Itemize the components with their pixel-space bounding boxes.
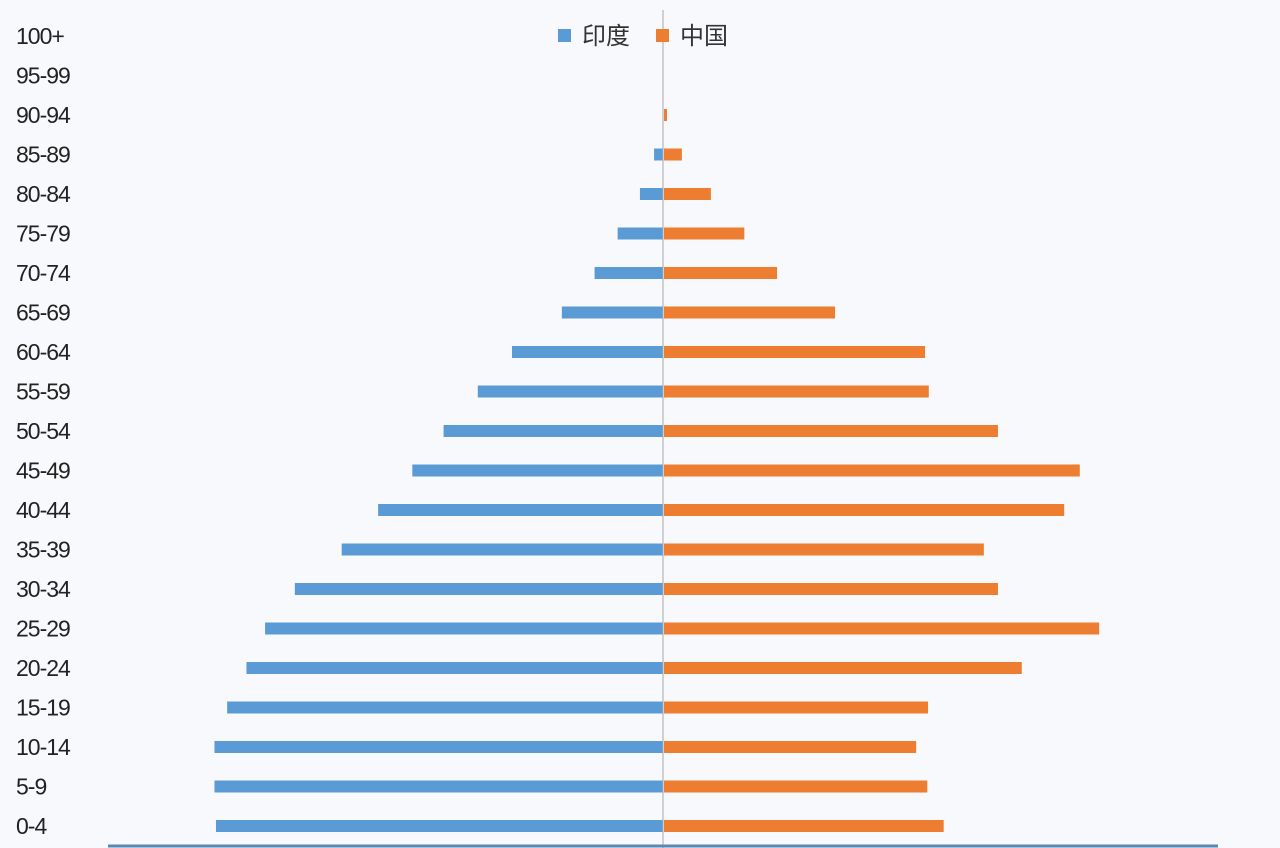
bar-india-45-49 [412,464,663,477]
y-tick-label-70-74: 70-74 [16,260,71,286]
bar-india-80-84 [639,188,663,200]
bar-china-10-14 [664,741,917,753]
y-tick-label-30-34: 30-34 [16,576,71,602]
legend-swatch-china [656,29,669,42]
bar-china-80-84 [664,188,711,200]
bar-india-85-89 [654,148,663,161]
y-tick-label-45-49: 45-49 [16,458,70,484]
y-tick-label-75-79: 75-79 [16,221,70,247]
bar-china-75-79 [664,227,745,240]
bar-india-60-64 [512,346,663,358]
y-tick-label-5-9: 5-9 [16,774,46,800]
y-tick-label-65-69: 65-69 [16,300,70,326]
bar-china-45-49 [664,464,1080,477]
bar-india-10-14 [214,741,663,753]
bar-china-20-24 [664,662,1022,674]
y-tick-label-15-19: 15-19 [16,695,70,721]
bar-china-90-94 [664,109,667,121]
legend-label-china: 中国 [680,22,728,50]
bar-india-30-34 [294,583,663,595]
bar-india-55-59 [477,385,663,398]
bar-china-40-44 [664,504,1065,516]
bar-india-5-9 [214,780,663,793]
y-tick-label-50-54: 50-54 [16,418,71,444]
y-tick-label-85-89: 85-89 [16,142,70,168]
y-tick-label-90-94: 90-94 [16,102,71,128]
bar-india-25-29 [265,622,663,635]
bar-india-65-69 [561,306,663,319]
bar-india-35-39 [341,543,663,556]
bar-china-25-29 [664,622,1100,635]
y-axis-tick-labels: 0-4 5-9 10-14 15-19 20-24 25-29 30-34 35-39 40-4… [16,23,72,839]
bar-china-5-9 [664,780,928,793]
series-china-bars [664,109,1100,832]
bar-india-75-79 [617,227,663,240]
legend-label-india: 印度 [582,22,630,50]
bar-india-0-4 [215,820,663,832]
bar-india-40-44 [378,504,663,516]
bar-china-35-39 [664,543,984,556]
legend-swatch-india [558,29,571,42]
bar-china-30-34 [664,583,998,595]
y-tick-label-55-59: 55-59 [16,379,70,405]
y-tick-label-80-84: 80-84 [16,181,71,207]
y-tick-label-95-99: 95-99 [16,63,70,89]
bar-china-15-19 [664,701,929,714]
y-tick-label-25-29: 25-29 [16,616,70,642]
y-tick-label-0-4: 0-4 [16,813,47,839]
y-tick-label-35-39: 35-39 [16,537,70,563]
series-india-bars [214,148,663,832]
bar-india-70-74 [594,267,663,279]
y-tick-label-60-64: 60-64 [16,339,71,365]
bar-china-60-64 [664,346,926,358]
y-tick-label-40-44: 40-44 [16,497,71,523]
bar-china-85-89 [664,148,682,161]
y-tick-label-20-24: 20-24 [16,655,71,681]
bar-china-50-54 [664,425,998,437]
bar-india-20-24 [246,662,663,674]
legend: 印度 中国 [558,22,728,50]
y-tick-label-100+: 100+ [16,23,64,49]
bar-india-15-19 [227,701,663,714]
bar-india-50-54 [443,425,663,437]
bar-china-0-4 [664,820,944,832]
y-tick-label-10-14: 10-14 [16,734,71,760]
bar-china-65-69 [664,306,836,319]
bar-china-70-74 [664,267,778,279]
bar-china-55-59 [664,385,929,398]
